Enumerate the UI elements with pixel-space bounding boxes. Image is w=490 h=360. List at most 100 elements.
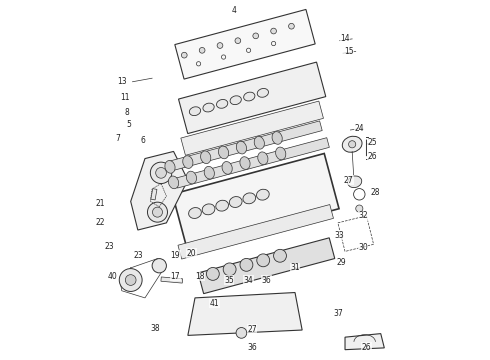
Text: 25: 25 — [367, 138, 377, 147]
Text: 11: 11 — [121, 93, 130, 102]
Text: 7: 7 — [116, 134, 121, 143]
Text: 36: 36 — [247, 343, 257, 352]
Circle shape — [223, 263, 236, 276]
Ellipse shape — [347, 176, 362, 188]
Text: 34: 34 — [244, 275, 253, 284]
Ellipse shape — [217, 99, 228, 108]
Ellipse shape — [183, 156, 193, 168]
Ellipse shape — [243, 193, 256, 204]
Text: 37: 37 — [333, 310, 343, 319]
Text: 14: 14 — [340, 35, 350, 44]
Text: 23: 23 — [133, 251, 143, 260]
Circle shape — [199, 48, 205, 53]
Polygon shape — [188, 293, 302, 336]
Circle shape — [152, 258, 167, 273]
Circle shape — [240, 258, 253, 271]
Bar — [178, 204, 334, 259]
Ellipse shape — [254, 136, 265, 149]
Ellipse shape — [240, 157, 250, 170]
Text: 29: 29 — [337, 258, 346, 267]
Bar — [175, 138, 329, 188]
Circle shape — [356, 205, 363, 212]
Ellipse shape — [204, 166, 215, 179]
Text: 30: 30 — [358, 243, 368, 252]
Bar — [175, 9, 315, 79]
Text: 26: 26 — [362, 343, 371, 352]
Circle shape — [348, 141, 356, 148]
Text: 4: 4 — [232, 6, 237, 15]
Ellipse shape — [229, 197, 242, 207]
Ellipse shape — [165, 161, 175, 173]
Ellipse shape — [186, 171, 196, 184]
Ellipse shape — [257, 89, 269, 97]
Ellipse shape — [189, 208, 201, 219]
Ellipse shape — [244, 92, 255, 101]
Polygon shape — [345, 334, 384, 350]
Bar — [161, 277, 183, 283]
Ellipse shape — [258, 152, 268, 165]
Circle shape — [119, 269, 142, 292]
Ellipse shape — [343, 136, 362, 152]
Text: 21: 21 — [96, 199, 105, 208]
Text: 17: 17 — [171, 272, 180, 281]
Text: 15: 15 — [344, 47, 353, 56]
Ellipse shape — [202, 204, 215, 215]
Ellipse shape — [230, 96, 242, 105]
Ellipse shape — [216, 200, 228, 211]
Circle shape — [236, 328, 247, 338]
Text: 38: 38 — [151, 324, 161, 333]
Circle shape — [270, 28, 276, 34]
Circle shape — [273, 249, 287, 262]
Bar — [168, 121, 322, 171]
Circle shape — [217, 42, 223, 48]
Text: 40: 40 — [107, 272, 117, 281]
Circle shape — [206, 267, 220, 280]
Text: 6: 6 — [141, 136, 146, 145]
Bar — [151, 189, 157, 200]
Circle shape — [289, 23, 294, 29]
Bar — [181, 101, 323, 155]
Text: 13: 13 — [117, 77, 126, 86]
Ellipse shape — [236, 141, 246, 154]
Circle shape — [152, 207, 163, 217]
Ellipse shape — [222, 162, 232, 174]
Circle shape — [150, 162, 172, 184]
Bar — [178, 62, 326, 134]
Text: 19: 19 — [171, 251, 180, 260]
Bar — [198, 238, 335, 294]
Text: 36: 36 — [262, 275, 271, 284]
Text: 8: 8 — [125, 108, 129, 117]
Text: 32: 32 — [358, 211, 368, 220]
Text: 27: 27 — [344, 176, 353, 185]
Text: 20: 20 — [187, 249, 196, 258]
Text: 35: 35 — [224, 275, 234, 284]
Text: 5: 5 — [126, 120, 131, 129]
Circle shape — [125, 275, 136, 285]
Text: 22: 22 — [96, 219, 105, 228]
Text: 28: 28 — [370, 188, 380, 197]
Ellipse shape — [256, 189, 269, 200]
Text: 41: 41 — [210, 299, 220, 308]
Circle shape — [181, 52, 187, 58]
Circle shape — [156, 167, 167, 178]
Bar — [172, 153, 339, 249]
Ellipse shape — [200, 151, 211, 163]
Polygon shape — [131, 152, 188, 230]
Text: 24: 24 — [354, 124, 364, 133]
Text: 33: 33 — [335, 231, 344, 240]
Circle shape — [257, 254, 270, 267]
Ellipse shape — [219, 146, 229, 159]
Ellipse shape — [189, 107, 200, 116]
Circle shape — [147, 202, 168, 222]
Text: 18: 18 — [196, 272, 205, 281]
Text: 26: 26 — [367, 152, 377, 161]
Ellipse shape — [203, 103, 214, 112]
Circle shape — [253, 33, 259, 39]
Circle shape — [235, 38, 241, 44]
Ellipse shape — [272, 132, 282, 144]
Text: 31: 31 — [290, 263, 300, 272]
Text: 27: 27 — [247, 325, 257, 334]
Ellipse shape — [169, 176, 179, 189]
Text: 23: 23 — [104, 242, 114, 251]
Ellipse shape — [275, 147, 286, 160]
